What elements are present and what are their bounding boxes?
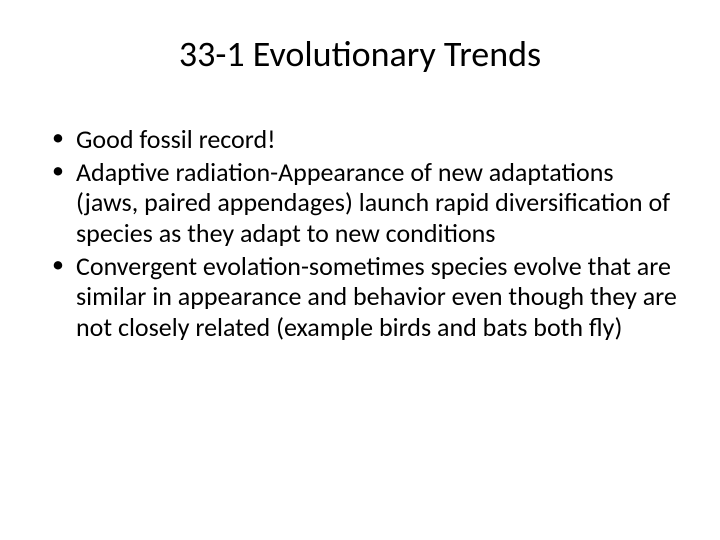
bullet-item: Convergent evolation-sometimes species e… bbox=[48, 251, 680, 343]
slide-title: 33-1 Evolutionary Trends bbox=[40, 32, 680, 76]
slide-container: 33-1 Evolutionary Trends Good fossil rec… bbox=[0, 0, 720, 540]
bullet-item: Adaptive radiation-Appearance of new ada… bbox=[48, 157, 680, 249]
bullet-list: Good fossil record! Adaptive radiation-A… bbox=[48, 124, 680, 343]
slide-content: Good fossil record! Adaptive radiation-A… bbox=[40, 124, 680, 345]
bullet-item: Good fossil record! bbox=[48, 124, 680, 155]
